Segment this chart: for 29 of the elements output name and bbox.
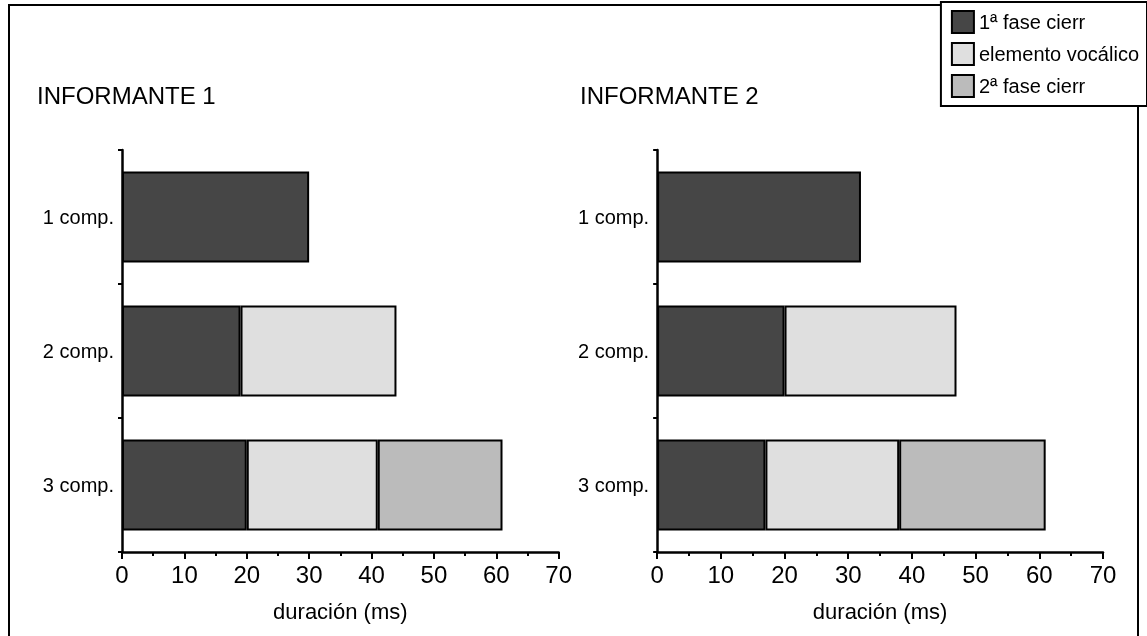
x-tick-label: 20 [233, 560, 261, 588]
x-axis-title: duración (ms) [812, 598, 948, 624]
legend-label: elemento vocálico [978, 43, 1140, 65]
x-tick-label: 60 [1025, 560, 1053, 588]
chart-title: INFORMANTE 2 [580, 81, 759, 109]
legend-label: 1ª fase cierr [978, 11, 1086, 33]
x-tick-label: 0 [650, 560, 664, 588]
x-tick-label: 30 [834, 560, 862, 588]
x-tick-label: 60 [482, 560, 510, 588]
y-tick-label: 2 comp. [42, 340, 114, 362]
x-tick-label: 50 [962, 560, 989, 588]
x-tick-label: 70 [1089, 560, 1117, 588]
x-tick-label: 30 [295, 560, 323, 588]
y-tick-label: 2 comp. [577, 340, 650, 362]
chart-title: INFORMANTE 1 [37, 81, 216, 109]
x-tick-label: 10 [707, 560, 735, 588]
y-tick-label: 3 comp. [42, 474, 114, 496]
legend-label: 2ª fase cierr [978, 75, 1086, 97]
y-tick-label: 3 comp. [577, 474, 650, 496]
x-axis-title: duración (ms) [273, 598, 408, 624]
y-tick-label: 1 comp. [42, 206, 114, 228]
x-tick-label: 10 [171, 560, 198, 588]
x-tick-label: 40 [898, 560, 926, 588]
x-tick-label: 70 [545, 560, 572, 588]
x-tick-label: 0 [115, 560, 129, 588]
x-tick-label: 20 [771, 560, 798, 588]
x-tick-label: 50 [420, 560, 448, 588]
y-tick-label: 1 comp. [577, 206, 650, 228]
x-tick-label: 40 [358, 560, 385, 588]
